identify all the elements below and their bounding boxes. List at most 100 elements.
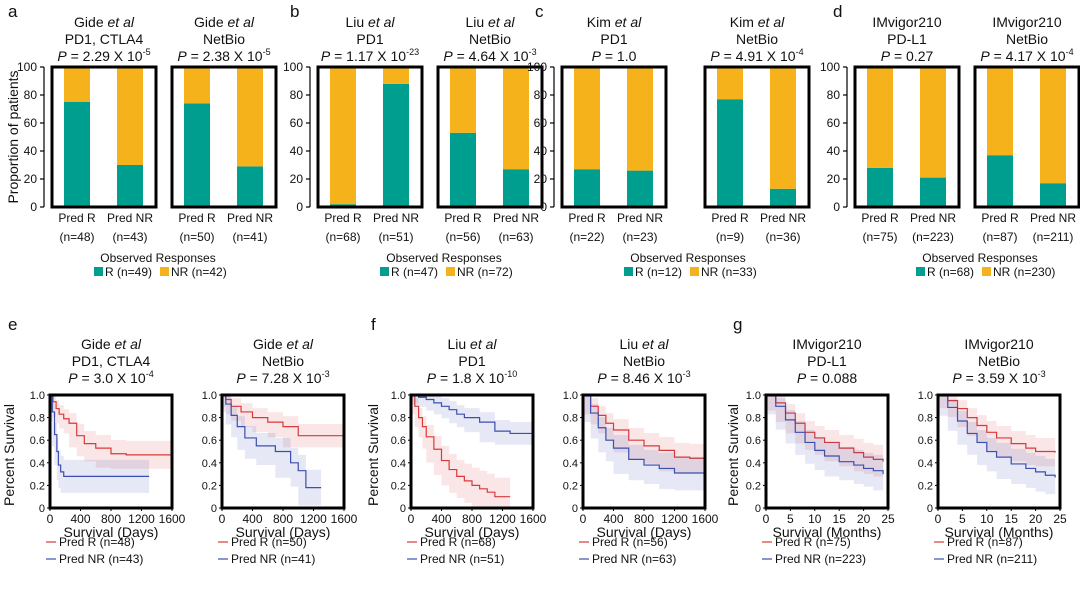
km-panel-4-ci-band-2 xyxy=(583,395,705,491)
bar-ytick-label: 100 xyxy=(283,60,303,74)
km-panel-6-legend-label-2: Pred NR (n=211) xyxy=(947,552,1037,566)
bar-panel-1-n-label-1: (n=48) xyxy=(59,230,94,244)
km-panel-5-xtick-label: 25 xyxy=(881,512,895,526)
km-panel-3-xtick-label: 1600 xyxy=(520,512,547,526)
bar-panel-6-bar-R-2 xyxy=(770,188,796,207)
bar-panel-3-bar-NR-2 xyxy=(383,67,409,84)
km-panel-1-pvalue: P = 3.0 X 10-4 xyxy=(68,369,153,386)
legend-a-R-label: R (n=49) xyxy=(105,265,152,279)
km-panel-1-ci-band-1 xyxy=(50,395,172,469)
bar-ytick-label: 100 xyxy=(527,60,547,74)
bar-panel-7-bar-NR-1 xyxy=(867,67,893,168)
bar-panel-5-n-label-1: (n=22) xyxy=(569,230,604,244)
bar-ytick-label: 20 xyxy=(290,172,304,186)
km-panel-5-xtick-label: 10 xyxy=(808,512,822,526)
km-panel-5-legend-label-2: Pred NR (n=223) xyxy=(775,552,866,566)
km-panel-3-ytick-label: 0 xyxy=(400,503,406,515)
km-panel-2-xtick-label: 0 xyxy=(219,512,226,526)
bar-panel-6-n-label-1: (n=9) xyxy=(716,230,744,244)
km-panel-6-xtick-label: 5 xyxy=(959,512,966,526)
km-panel-6-xtick-label: 10 xyxy=(980,512,994,526)
km-panel-6-xtick-label: 0 xyxy=(935,512,942,526)
km-panel-4-legend-label-2: Pred NR (n=63) xyxy=(592,552,676,566)
km-panel-1-ytick-label: 0 xyxy=(39,503,45,515)
bar-panel-6-xtick-2: Pred NR xyxy=(760,211,806,225)
km-panel-1-cohort: Gide et al xyxy=(81,336,142,352)
km-panel-3-ytick-label: 1.0 xyxy=(391,390,406,402)
km-panel-5-subtitle: PD-L1 xyxy=(807,353,847,369)
bar-ytick-label: 60 xyxy=(534,116,548,130)
km-panel-1-legend-label-1: Pred R (n=48) xyxy=(59,535,135,549)
km-panel-2-xtick-label: 1200 xyxy=(300,512,327,526)
bar-ylabel: Proportion of patients xyxy=(5,70,21,203)
bar-panel-4-bar-NR-2 xyxy=(503,67,529,170)
km-panel-5-ytick-label: 0.4 xyxy=(746,458,761,470)
bar-ytick-label: 20 xyxy=(24,172,38,186)
bar-panel-7-xtick-2: Pred NR xyxy=(910,211,956,225)
km-panel-6-ytick-label: 0.6 xyxy=(918,435,933,447)
km-panel-2-xtick-label: 800 xyxy=(273,512,293,526)
bar-ytick-label: 60 xyxy=(24,116,38,130)
km-panel-4-legend-label-1: Pred R (n=56) xyxy=(592,535,668,549)
legend-d-title: Observed Responses xyxy=(922,251,1037,265)
bar-panel-5-bar-R-1 xyxy=(574,169,600,207)
panel-letter-c: c xyxy=(535,2,544,21)
km-panel-2-ci-band-2 xyxy=(222,395,322,506)
bar-panel-5-frame xyxy=(560,65,668,209)
bar-panel-3-pvalue: P = 1.17 X 10-23 xyxy=(321,47,419,64)
km-panel-6-ytick-label: 0.8 xyxy=(918,413,933,425)
bar-ytick-label: 0 xyxy=(540,200,547,214)
bar-panel-4-frame xyxy=(436,65,544,209)
km-panel-3-ci-band-1 xyxy=(411,395,511,508)
km-panel-1-legend-label-2: Pred NR (n=43) xyxy=(59,552,143,566)
km-panel-6-frame xyxy=(936,393,1062,510)
bar-panel-3-n-label-1: (n=68) xyxy=(325,230,360,244)
km-panel-1-ci-band-2 xyxy=(50,395,150,493)
bar-panel-6-subtitle: NetBio xyxy=(736,31,778,47)
panel-letter-e: e xyxy=(8,315,17,334)
bar-panel-3-n-label-2: (n=51) xyxy=(378,230,413,244)
km-panel-3-xlabel: Survival (Days) xyxy=(425,524,520,540)
bar-panel-2-n-label-1: (n=50) xyxy=(179,230,214,244)
bar-panel-4-pvalue: P = 4.64 X 10-3 xyxy=(443,47,536,64)
bar-panel-3-bar-R-2 xyxy=(383,83,409,207)
km-panel-1-xtick-label: 400 xyxy=(70,512,90,526)
km-ylabel-f: Percent Survival xyxy=(365,404,381,506)
bar-panel-1-cohort: Gide et al xyxy=(74,14,135,30)
bar-panel-7-n-label-2: (n=223) xyxy=(912,230,954,244)
km-panel-4-xtick-label: 0 xyxy=(580,512,587,526)
bar-panel-8-xtick-1: Pred R xyxy=(981,211,1019,225)
km-panel-1-ytick-label: 0.4 xyxy=(30,458,45,470)
km-panel-2-ytick-label: 1.0 xyxy=(202,390,217,402)
bar-ytick-label: 40 xyxy=(827,144,841,158)
bar-ytick-label: 100 xyxy=(17,60,37,74)
km-panel-6-xlabel: Survival (Months) xyxy=(945,524,1054,540)
km-panel-2-cohort: Gide et al xyxy=(253,336,314,352)
bar-panel-3-subtitle: PD1 xyxy=(356,31,383,47)
bar-panel-8-subtitle: NetBio xyxy=(1006,31,1048,47)
bar-panel-5-xtick-1: Pred R xyxy=(568,211,606,225)
bar-panel-1-frame xyxy=(50,65,158,209)
bar-panel-2-n-label-2: (n=41) xyxy=(232,230,267,244)
bar-panel-7-subtitle: PD-L1 xyxy=(887,31,927,47)
km-panel-3-ytick-label: 0.6 xyxy=(391,435,406,447)
bar-ytick-label: 40 xyxy=(24,144,38,158)
km-panel-2-ytick-label: 0.4 xyxy=(202,458,217,470)
km-panel-5-legend-label-1: Pred R (n=75) xyxy=(775,535,851,549)
bar-panel-8-bar-R-2 xyxy=(1040,183,1066,207)
bar-panel-6-bar-NR-1 xyxy=(717,67,743,100)
bar-panel-4-subtitle: NetBio xyxy=(469,31,511,47)
km-panel-2-ytick-label: 0.8 xyxy=(202,413,217,425)
km-panel-4-ytick-label: 0.8 xyxy=(563,413,578,425)
bar-panel-7-frame xyxy=(853,65,961,209)
legend-c-title: Observed Responses xyxy=(630,251,745,265)
km-panel-2-curve-2 xyxy=(222,394,322,489)
bar-panel-1-xtick-1: Pred R xyxy=(58,211,96,225)
km-panel-4-xtick-label: 400 xyxy=(603,512,623,526)
bar-panel-2-bar-NR-1 xyxy=(184,67,210,104)
legend-d-NR-label: NR (n=230) xyxy=(993,265,1055,279)
legend-d-R-swatch xyxy=(916,267,925,276)
bar-ytick-label: 80 xyxy=(827,88,841,102)
bar-panel-4-cohort: Liu et al xyxy=(465,14,515,30)
